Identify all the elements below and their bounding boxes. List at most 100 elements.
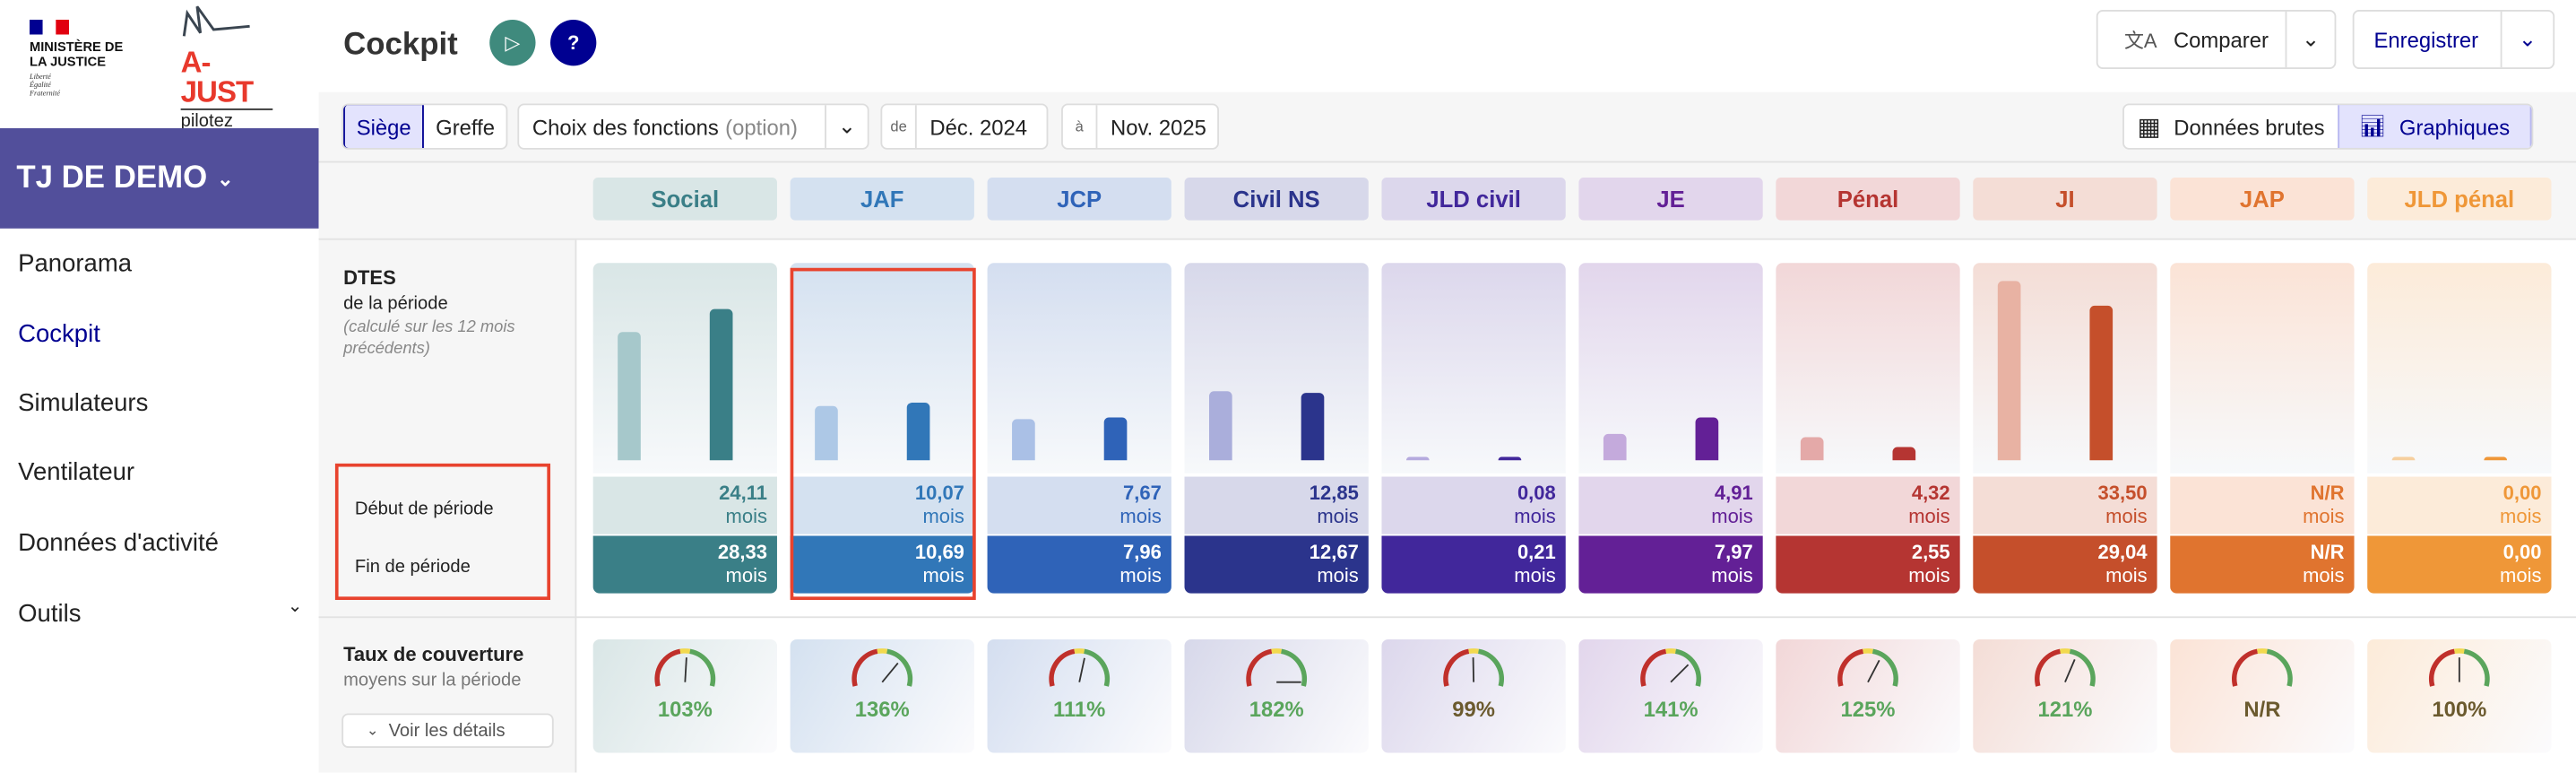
column-header-social[interactable]: Social: [592, 177, 777, 221]
jurisdiction-selector[interactable]: TJ DE DEMO ⌄: [0, 127, 319, 229]
chevron-down-icon[interactable]: ⌄: [2500, 11, 2554, 68]
coverage-gauge-jap[interactable]: N/R: [2170, 638, 2355, 753]
play-button[interactable]: ▷: [489, 19, 536, 66]
gauge-arc: [2232, 648, 2259, 687]
coverage-gauge-jaf[interactable]: 136%: [790, 638, 974, 753]
gauge-icon: [2035, 648, 2096, 687]
sidebar-item-cockpit[interactable]: Cockpit: [18, 320, 100, 349]
column-header-ji[interactable]: JI: [1973, 177, 2157, 221]
chevron-down-icon: ⌄: [366, 721, 379, 738]
gauge-icon: [2232, 648, 2293, 687]
date-from[interactable]: de Déc. 2024: [880, 103, 1049, 150]
column-header-je[interactable]: JE: [1578, 177, 1763, 221]
sidebar-item-panorama[interactable]: Panorama: [18, 249, 133, 278]
unit-label: mois: [1317, 504, 1359, 528]
dtes-subtitle: de la période: [343, 294, 448, 315]
gauge-needle: [1670, 664, 1690, 683]
tab-donnees-brutes-label: Données brutes: [2174, 114, 2325, 139]
tab-graphiques[interactable]: 📊︎ Graphiques: [2338, 105, 2531, 148]
chevron-down-icon[interactable]: ⌄: [2285, 11, 2335, 68]
view-toggle: ▦ Données brutes 📊︎ Graphiques: [2122, 103, 2533, 150]
fonctions-select[interactable]: Choix des fonctions (option) ⌄: [517, 103, 869, 150]
bar-start: [618, 331, 641, 461]
column-header-jld-p-nal[interactable]: JLD pénal: [2367, 177, 2552, 221]
jaf-highlight: [790, 267, 976, 601]
column-header-civil-ns[interactable]: Civil NS: [1184, 177, 1369, 221]
coverage-gauge-social[interactable]: 103%: [592, 638, 777, 753]
date-to[interactable]: à Nov. 2025: [1061, 103, 1220, 150]
gauge-arc: [1640, 648, 1667, 687]
dtes-title: DTES: [343, 265, 396, 290]
fonctions-label: Choix des fonctions: [532, 114, 719, 139]
start-value-p-nal: 4,32 mois: [1776, 476, 1960, 534]
column-header-jaf[interactable]: JAF: [790, 177, 974, 221]
unit-label: mois: [1514, 504, 1556, 528]
coverage-subtitle: moyens sur la période: [343, 670, 522, 690]
gauge-arc: [886, 648, 913, 687]
gauge-arc: [1837, 648, 1864, 687]
coverage-value: 121%: [2037, 697, 2093, 722]
tab-siege[interactable]: Siège: [343, 105, 425, 148]
column-header-jld-civil[interactable]: JLD civil: [1381, 177, 1566, 221]
ajust-title: A-JUST: [180, 48, 273, 110]
dtes-chart-p-nal: [1776, 263, 1960, 473]
unit-label: mois: [2105, 504, 2148, 528]
compare-button[interactable]: 文A Comparer ⌄: [2096, 9, 2337, 69]
coverage-gauge-jld-p-nal[interactable]: 100%: [2367, 638, 2552, 753]
start-value: 33,50: [2097, 482, 2148, 505]
coverage-gauge-je[interactable]: 141%: [1578, 638, 1763, 753]
gauge-arc: [1871, 648, 1898, 687]
start-value: N/R: [2310, 482, 2345, 505]
start-value-jld-civil: 0,08 mois: [1381, 476, 1566, 534]
help-button[interactable]: ?: [550, 19, 597, 66]
dtes-chart-social: [592, 263, 777, 473]
dtes-chart-jap: [2170, 263, 2355, 473]
end-value-jcp: 7,96 mois: [987, 535, 1171, 594]
dtes-chart-ji: [1973, 263, 2157, 473]
tab-graphiques-label: Graphiques: [2399, 114, 2511, 139]
start-value-jap: N/R mois: [2170, 476, 2355, 534]
unit-label: mois: [2500, 563, 2542, 587]
details-button[interactable]: ⌄ Voir les détails: [341, 713, 554, 748]
end-value: 7,96: [1123, 541, 1162, 564]
coverage-gauge-p-nal[interactable]: 125%: [1776, 638, 1960, 753]
start-value: 12,85: [1309, 482, 1359, 505]
gauge-needle: [684, 657, 687, 682]
gauge-arc: [654, 648, 681, 687]
devise-egalite: Égalité: [29, 80, 51, 89]
column-header-p-nal[interactable]: Pénal: [1776, 177, 1960, 221]
role-toggle: Siège Greffe: [341, 103, 508, 150]
coverage-gauge-jcp[interactable]: 111%: [987, 638, 1171, 753]
end-value-ji: 29,04 mois: [1973, 535, 2157, 594]
bar-start: [1405, 456, 1430, 461]
column-header-jcp[interactable]: JCP: [987, 177, 1171, 221]
coverage-label: Taux de couverture moyens sur la période: [343, 643, 523, 690]
flag-icon: [29, 19, 69, 35]
dtes-chart-jcp: [987, 263, 1171, 473]
gauge-arc: [1246, 648, 1273, 687]
main: Cockpit ▷ ? 文A Comparer ⌄ Enregistrer ⌄ …: [318, 0, 2576, 773]
coverage-gauge-ji[interactable]: 121%: [1973, 638, 2157, 753]
fonctions-hint: (option): [725, 114, 798, 139]
sidebar-item-simulateurs[interactable]: Simulateurs: [18, 389, 149, 418]
tab-greffe[interactable]: Greffe: [436, 114, 495, 139]
bar-start: [2391, 456, 2416, 461]
coverage-value: 141%: [1643, 697, 1699, 722]
gauge-arc: [2069, 648, 2096, 687]
coverage-gauge-civil-ns[interactable]: 182%: [1184, 638, 1369, 753]
coverage-gauge-jld-civil[interactable]: 99%: [1381, 638, 1566, 753]
gauge-icon: [1246, 648, 1308, 687]
unit-label: mois: [1119, 563, 1162, 587]
start-value-jld-p-nal: 0,00 mois: [2367, 476, 2552, 534]
plane-icon: [182, 5, 250, 37]
bar-end: [1498, 456, 1522, 461]
save-button[interactable]: Enregistrer ⌄: [2352, 9, 2555, 69]
column-header-jap[interactable]: JAP: [2170, 177, 2355, 221]
sidebar-item-donnees-activite[interactable]: Données d'activité: [18, 529, 219, 558]
sidebar-item-ventilateur[interactable]: Ventilateur: [18, 458, 135, 487]
end-value-civil-ns: 12,67 mois: [1184, 535, 1369, 594]
sidebar-item-outils[interactable]: Outils: [18, 600, 82, 629]
tab-donnees-brutes[interactable]: ▦ Données brutes: [2124, 105, 2338, 148]
start-value: 4,91: [1714, 482, 1753, 505]
date-to-value: Nov. 2025: [1095, 105, 1206, 148]
